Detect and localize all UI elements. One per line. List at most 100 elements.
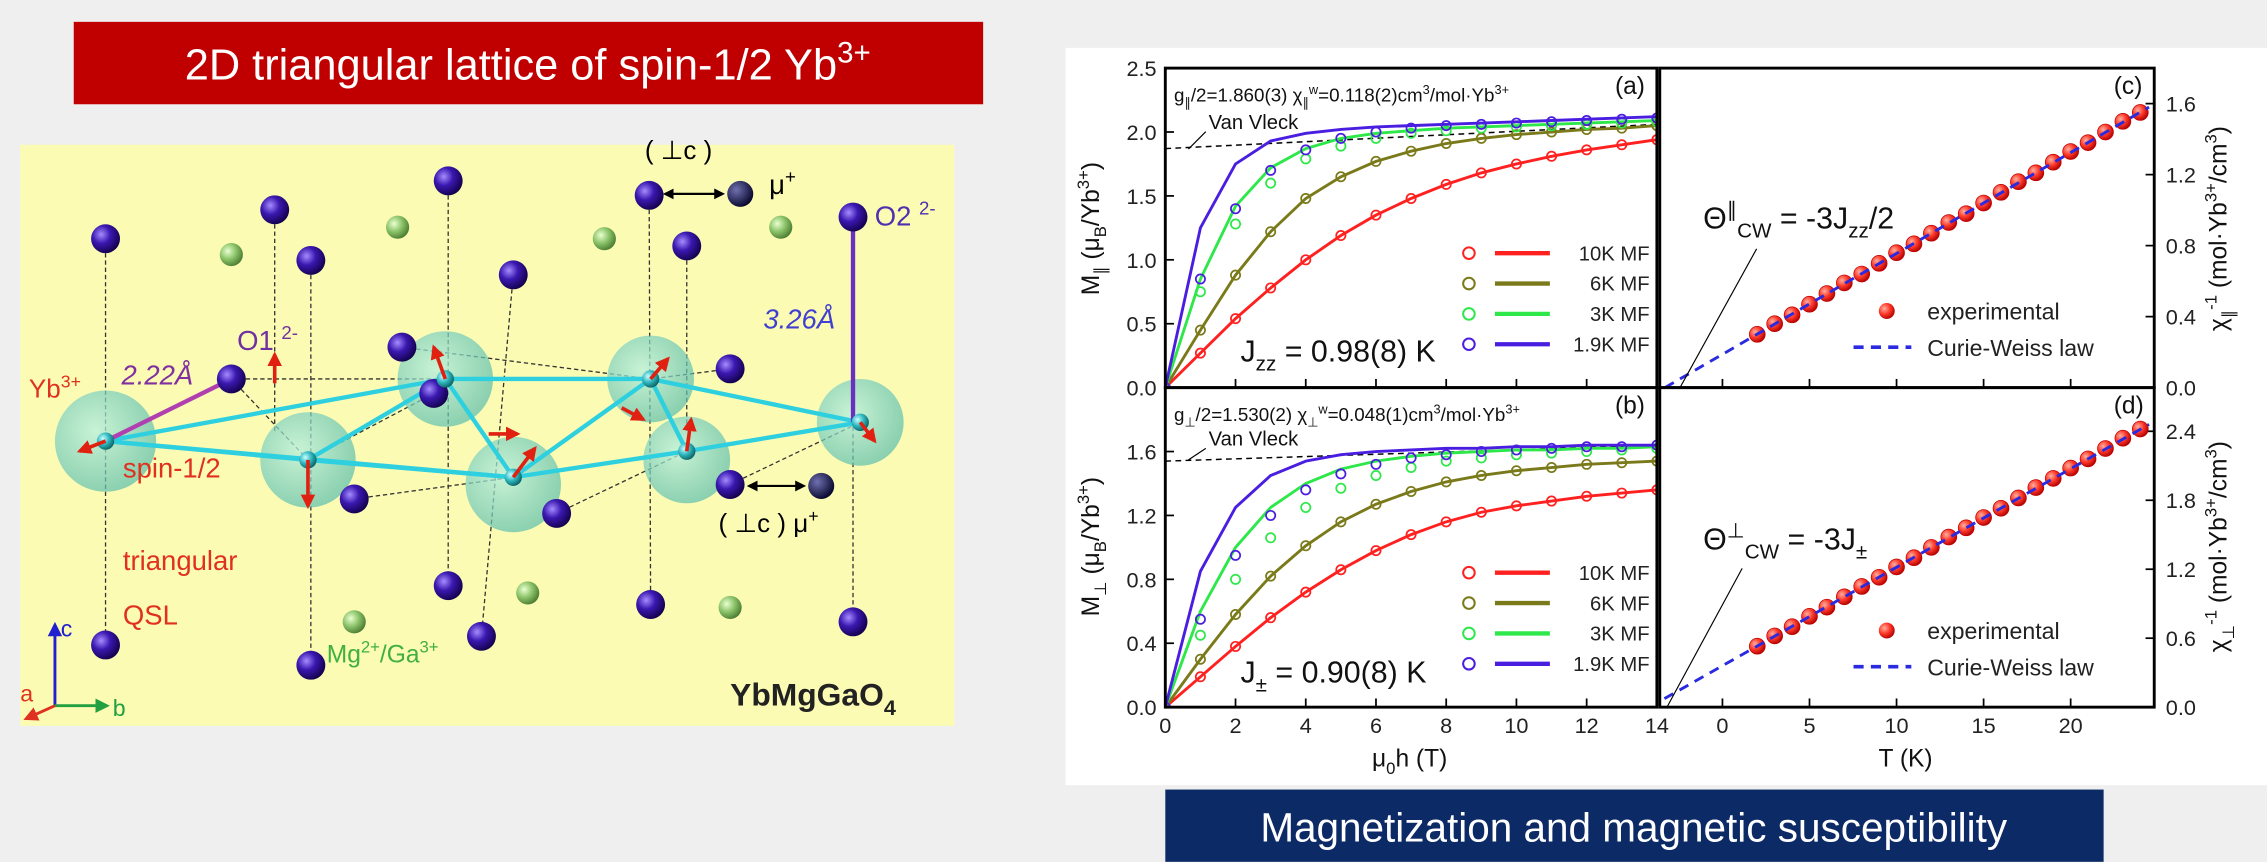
data-point [2045,154,2061,170]
y-tick-label: 1.5 [1126,184,1156,209]
text-run: 3+ [1495,82,1510,97]
legend-label: experimental [1927,299,2059,325]
text-run: 3 [1434,401,1441,416]
text-run: T (K) [1878,745,1932,772]
text-run: 3+ [1074,170,1093,189]
y-tick-label: 0.0 [1126,376,1156,401]
y-tick-label: 0.8 [1126,567,1156,592]
text-run: 3 [2202,449,2221,458]
panel-label: (c) [2114,73,2143,100]
text-run: ) [1078,162,1105,170]
text-run: CW [1745,541,1780,564]
legend-label: experimental [1927,618,2059,644]
text-run: zz [1848,220,1869,243]
legend-label: Curie-Weiss law [1927,335,2094,361]
text-run: = 0.98(8) K [1276,336,1435,369]
y-tick-label: 0.6 [2166,626,2196,651]
x-tick-label: 10 [1884,713,1908,738]
text-run: ∥ [1727,198,1737,221]
text-run: a [20,680,33,706]
legend-marker [1879,623,1895,639]
x-tick-label: 0 [1159,713,1171,738]
text-run: 2+ [361,637,380,656]
text-run: g [1174,84,1184,105]
y-tick-label: 1.2 [2166,163,2196,188]
legend-label: 6K MF [1590,593,1650,615]
text-run: 3+ [1074,485,1093,504]
text-run: = -3J [1771,203,1848,236]
spin-label: spin-1/2 [123,452,221,483]
oxygen-atom [839,607,868,636]
text-run: spin-1/2 [123,452,221,483]
legend-label: Curie-Weiss law [1927,654,2094,680]
panel-label: (a) [1615,73,1645,100]
text-run: QSL [123,600,178,631]
x-tick-label: 2 [1230,713,1242,738]
oxygen-atom [467,622,496,651]
text-run: ⊥ [1307,415,1318,430]
text-run: = 0.90(8) K [1267,657,1426,690]
text-run: (μ [1078,237,1105,266]
text-run: 2- [919,198,936,219]
text-run: ⊥ [1727,519,1745,542]
y-tick-label: 0.0 [2166,695,2196,720]
oxygen-atom [434,166,463,195]
text-run: χ [2206,318,2233,331]
text-run: ∥ [1302,95,1308,110]
oxygen-atom [672,231,701,260]
y-tick-label: 1.8 [2166,488,2196,513]
text-run: B [1091,226,1110,237]
x-tick-label: 12 [1575,713,1599,738]
text-run: 3 [2202,134,2221,143]
text-run: /mol·Yb [1441,404,1506,425]
data-point [1923,539,1939,555]
slide: Yb3+2.22ÅO1 2-O2 2-3.26Å( ⊥c )μ+( ⊥c ) μ… [0,0,2267,862]
data-point [1819,599,1835,615]
text-run: χ [2206,639,2233,652]
text-run: Θ [1703,524,1727,557]
text-run: ) [1078,477,1105,485]
muon [808,473,834,499]
text-run: -1 [2202,610,2221,625]
right-title: Magnetization and magnetic susceptibilit… [1260,805,2008,851]
mg-ga-atom [343,610,366,633]
x-tick-label: 14 [1645,713,1669,738]
axis-label: c [61,615,73,641]
y-tick-label: 1.6 [1126,439,1156,464]
oxygen-atom [91,224,120,253]
data-point [1836,589,1852,605]
y-tick-label: 1.6 [2166,92,2196,117]
text-run: CW [1737,220,1772,243]
data-point [1923,225,1939,241]
text-run: 3+ [61,371,81,391]
text-run: M [1078,596,1105,616]
text-run: -1 [2202,295,2221,310]
text-run: b [113,695,126,721]
text-run: M [1078,275,1105,295]
text-run: /cm [2206,459,2233,499]
text-run: Van Vleck [1209,428,1299,450]
muon [727,181,753,207]
y-tick-label: 0.0 [2166,376,2196,401]
x-tick-label: 15 [1972,713,1996,738]
text-run: =0.118(2)cm [1318,84,1423,105]
text-run: /cm [2206,144,2233,184]
reference-label: Van Vleck [1209,112,1299,134]
panel-label: (b) [1615,393,1645,420]
legend-label: 3K MF [1590,624,1650,646]
panel-label: (d) [2114,393,2144,420]
text-run: 3+ [1505,401,1520,416]
x-tick-label: 6 [1370,713,1382,738]
text-run: ∥ [2219,310,2238,318]
oxygen-atom [217,364,246,393]
text-run: /Yb [1078,504,1105,541]
text-run: = -3J [1779,524,1856,557]
x-tick-label: 4 [1300,713,1312,738]
muon-direction: ( ⊥c ) [645,135,712,165]
oxygen-atom [260,195,289,224]
mg-ga-atom [386,216,409,239]
text-run: B [1091,541,1110,552]
oxygen-atom [839,203,868,232]
x-axis-label: T (K) [1878,745,1932,772]
text-run: ⊥ [2219,625,2238,640]
